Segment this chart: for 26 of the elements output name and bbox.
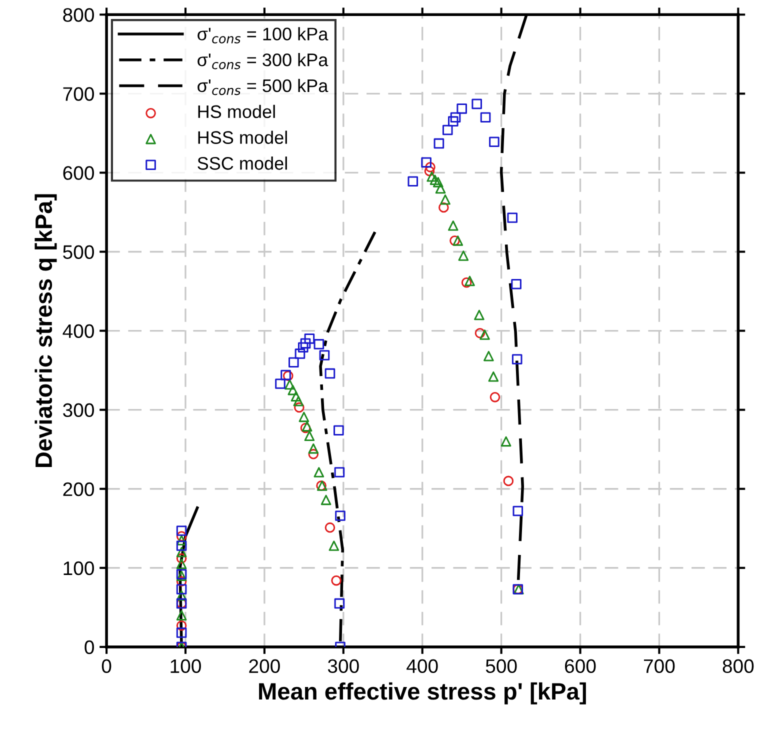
legend-label: HS model	[198, 104, 275, 118]
y-tick-label: 0	[84, 640, 94, 654]
x-tick-label: 200	[249, 659, 280, 674]
x-tick-label: 400	[406, 659, 438, 674]
legend-label: SSC model	[198, 156, 287, 170]
legend-label: σ'$_{cons}$ = 300 kPa	[198, 53, 328, 70]
y-tick-label: 200	[63, 482, 94, 496]
legend-label: σ'$_{cons}$ = 100 kPa	[198, 27, 328, 44]
x-tick-label: 100	[170, 659, 201, 674]
y-tick-label: 400	[62, 324, 94, 338]
x-tick-label: 600	[565, 659, 596, 674]
x-tick-label: 0	[102, 659, 112, 674]
x-tick-label: 300	[328, 659, 359, 674]
y-tick-label: 600	[63, 166, 94, 180]
x-axis-title: Mean effective stress p' [kPa]	[259, 682, 586, 704]
y-tick-label: 700	[63, 87, 94, 101]
y-tick-label: 100	[64, 561, 94, 576]
y-tick-label: 300	[63, 403, 94, 418]
y-tick-label: 500	[63, 245, 94, 259]
x-tick-label: 800	[722, 659, 754, 674]
x-tick-label: 700	[644, 659, 675, 674]
y-tick-label: 800	[63, 8, 94, 22]
x-tick-label: 500	[486, 659, 517, 674]
y-axis-title: Deviatoric stress q [kPa]	[34, 194, 57, 467]
legend-label: HSS model	[198, 130, 287, 144]
legend-label: σ'$_{cons}$ = 500 kPa	[198, 78, 328, 96]
